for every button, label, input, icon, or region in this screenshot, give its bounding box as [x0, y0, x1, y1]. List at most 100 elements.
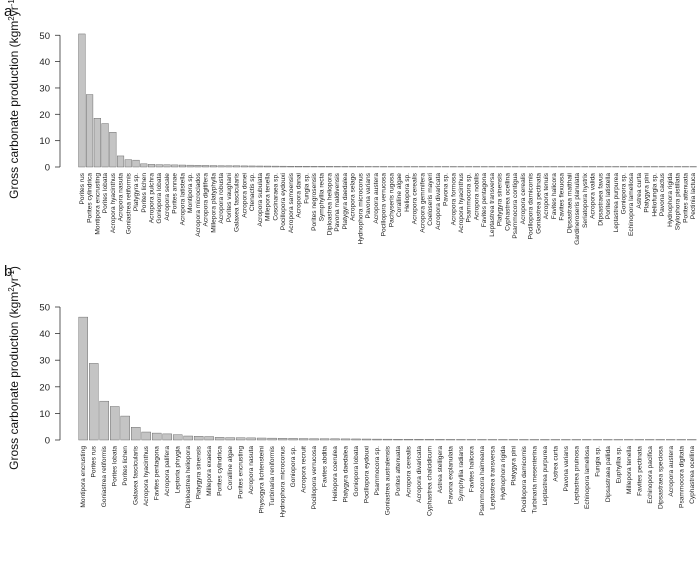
category-label: Porites annae	[172, 173, 179, 214]
category-label: Goniastrea pectinata	[535, 173, 542, 234]
panel-b-ylabel-mid: yr	[7, 277, 21, 287]
y-tick-label: 0	[45, 163, 50, 174]
category-label: Millepora platyphylla	[210, 173, 217, 233]
category-label: Acropora danai	[296, 172, 303, 217]
category-label: Astrea stelligera	[437, 446, 444, 494]
y-tick-label: 10	[39, 409, 50, 420]
category-label: Astrea curta	[636, 173, 643, 209]
category-label: Acropora hyacinthus	[143, 445, 150, 506]
category-label: Leptoria phrygia	[175, 446, 182, 494]
panel-b-y-axis-title: Gross carbonate production (kgm2yr-1)	[7, 266, 22, 470]
category-label: Galaxea fascicularis	[234, 172, 241, 232]
category-label: Psammocora digitata	[678, 446, 685, 508]
category-label: Leptastrea pruinosa	[573, 446, 580, 505]
bar-20	[225, 165, 233, 168]
category-label: Turbinaria mesenterina	[531, 446, 538, 514]
panel-a-ylabel-sup2: -1	[7, 0, 16, 6]
category-label: Pocillopora damicornis	[521, 445, 528, 512]
category-label: Acropora digitifera	[203, 173, 210, 227]
category-label: Cyphastrea ocellina	[689, 446, 696, 504]
category-label: Porites negrosensis	[311, 172, 318, 231]
category-label: Astrea curta	[552, 446, 559, 482]
y-tick-label: 10	[39, 136, 50, 147]
bar-33	[414, 439, 424, 441]
category-label: Favites flexuosa	[559, 173, 566, 221]
category-label: Echinopora lamellosa	[584, 446, 591, 509]
bar-13	[204, 436, 214, 441]
category-label: Acropora nasuta	[248, 446, 255, 495]
bar-14	[178, 164, 186, 168]
category-label: Diploastrea heliopora	[326, 173, 333, 236]
category-label: Acropora samoensis	[288, 172, 295, 233]
panel-a-ylabel-text: Gross carbonate production (kgm	[7, 21, 21, 199]
category-label: Porites rus	[79, 172, 86, 204]
category-label: Millepora tenella	[265, 173, 272, 221]
category-label: Platygyra pini	[510, 445, 517, 485]
panel-a-letter: a	[4, 3, 13, 20]
category-label: Fungia sp.	[594, 446, 601, 477]
category-label: Acropora cerealis	[405, 445, 412, 497]
category-label: Acropora nobilis	[473, 172, 480, 220]
category-label: Acropora cerealis	[520, 172, 527, 224]
category-label: Goniastrea retiformis	[125, 172, 132, 234]
bar-36	[445, 439, 456, 441]
bar-20	[277, 438, 288, 441]
bar-22	[240, 165, 248, 168]
bar-10	[172, 434, 183, 441]
panel-b-ylabel-sup: 2	[7, 287, 16, 292]
category-label: Acropora pulchra	[149, 173, 156, 224]
category-label: Platygyra daedalea	[342, 173, 349, 230]
panel-b-y-axis: 0 10 20 30 40 50	[39, 303, 61, 447]
bar-29	[372, 438, 382, 441]
category-label: Hydnophora rigida	[667, 173, 674, 227]
category-label: Millepora tenella	[626, 446, 633, 494]
bar-28	[287, 166, 295, 168]
category-label: Turbinaria reniformis	[269, 445, 276, 506]
bar-24	[256, 165, 264, 168]
bar-12	[193, 436, 204, 441]
panel-b: b Gross carbonate production (kgm2yr-1) …	[4, 263, 697, 517]
bar-23	[248, 165, 256, 168]
category-label: Leptastrea purpurea	[613, 173, 620, 233]
category-label: Porites lichen	[141, 173, 148, 213]
y-tick-label: 50	[39, 31, 50, 42]
category-label: Goniopora sp.	[620, 173, 627, 215]
category-label: Pavona sp.	[443, 173, 450, 206]
bar-3	[93, 118, 101, 168]
bar-31	[310, 166, 318, 168]
bar-24	[319, 438, 330, 441]
panel-b-ylabel-close: )	[7, 266, 21, 270]
category-label: Physogyra lichtensteini	[259, 445, 266, 513]
category-label: Acropora divaricata	[435, 173, 442, 230]
panel-a: a Gross carbonate production (kgm2yr-1) …	[4, 0, 697, 245]
bar-5	[120, 415, 130, 441]
category-label: Heliopora sp.	[404, 173, 411, 212]
category-label: Platygyra pini	[644, 172, 651, 212]
bar-16	[235, 437, 246, 441]
category-label: Dipsastraea matthaii	[566, 172, 573, 233]
category-label: Acropora secale	[164, 173, 171, 221]
panel-b-ylabel-text: Gross carbonate production (kgm	[7, 292, 21, 470]
category-label: Leptastrea transversa	[489, 446, 496, 510]
bar-6	[117, 155, 125, 168]
category-label: Acropora nasuta	[118, 173, 125, 222]
category-label: Acropora cerealis	[412, 172, 419, 224]
category-label: Acropora austera	[668, 446, 675, 497]
category-label: Heliopora coerulea	[332, 446, 339, 502]
bar-5	[109, 132, 117, 168]
category-label: Favites abdita	[322, 446, 329, 487]
y-tick-label: 20	[39, 382, 50, 393]
category-label: Seriatopora hystrix	[582, 172, 589, 228]
bar-35	[341, 166, 349, 168]
bar-23	[309, 438, 319, 441]
category-label: Porites encrusting	[238, 446, 245, 499]
bar-18	[209, 165, 217, 168]
bar-12	[163, 164, 171, 168]
category-label: Platygyra daedalea	[343, 446, 350, 503]
category-label: Cyphastrea chalcidicum	[426, 445, 433, 516]
category-label: Stylophora pistillata	[675, 173, 682, 231]
bar-37	[356, 166, 364, 168]
category-label: Acropora subulata	[257, 173, 264, 227]
bar-35	[435, 439, 445, 441]
panel-a-y-axis: 0 10 20 30 40 50	[39, 31, 61, 174]
